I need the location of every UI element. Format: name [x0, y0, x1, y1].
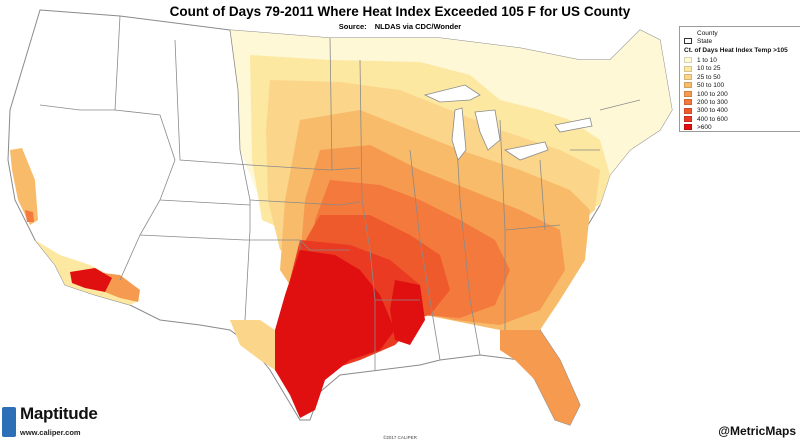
legend-class-row: 100 to 200: [684, 90, 728, 99]
region-over-600-delta: [390, 280, 425, 345]
map-title: Count of Days 79-2011 Where Heat Index E…: [169, 4, 631, 19]
legend-class-label: 10 to 25: [697, 65, 721, 73]
legend-class-row: 400 to 600: [684, 115, 728, 124]
legend-class-row: >600: [684, 123, 712, 132]
legend-state-label: State: [697, 38, 713, 45]
legend-swatch: [684, 116, 692, 123]
legend-county-row: County: [684, 29, 718, 38]
legend-class-label: >600: [697, 124, 712, 132]
legend-class-label: 200 to 300: [697, 99, 728, 106]
logo-name: Maptitude: [20, 404, 98, 423]
legend-swatch: [684, 124, 692, 131]
region-ca-valley: [10, 148, 38, 225]
state-swatch: [684, 38, 692, 45]
region-ca-valley-dark: [25, 210, 34, 222]
legend-class-label: 100 to 200: [697, 90, 728, 98]
legend-swatch: [684, 82, 692, 89]
source-value: NLDAS via CDC/Wonder: [374, 22, 462, 31]
source-label: Source:: [338, 22, 367, 31]
legend-swatch: [684, 65, 692, 72]
legend-swatch: [684, 90, 692, 97]
county-swatch: [684, 30, 692, 37]
legend-class-label: 300 to 400: [697, 107, 728, 115]
maptitude-logo: Maptitude www.caliper.com: [2, 404, 132, 444]
region-over-600: [275, 250, 395, 418]
legend-swatch: [684, 99, 692, 106]
legend-class-row: 300 to 400: [684, 106, 728, 115]
region-florida: [500, 330, 580, 425]
region-sw-red: [70, 268, 112, 292]
legend-swatch: [684, 57, 692, 64]
legend-class-row: 25 to 50: [684, 73, 721, 82]
legend-county-label: County: [697, 30, 718, 37]
state-borders: [39, 15, 641, 370]
legend-swatch: [684, 107, 692, 114]
map-legend: County State Ct. of Days Heat Index Temp…: [679, 26, 800, 132]
heat-regions: [10, 30, 672, 425]
legend-class-row: 200 to 300: [684, 98, 728, 107]
legend-swatch: [684, 74, 692, 81]
twitter-handle: @MetricMaps: [718, 424, 796, 438]
legend-class-label: 1 to 10: [697, 57, 717, 64]
logo-url: www.caliper.com: [20, 428, 81, 437]
legend-theme-title: Ct. of Days Heat Index Temp >105: [684, 47, 788, 54]
legend-class-label: 25 to 50: [697, 73, 721, 81]
legend-class-label: 50 to 100: [697, 82, 725, 90]
copyright: ©2017 CALIPER: [383, 435, 417, 440]
legend-class-row: 10 to 25: [684, 64, 721, 73]
legend-class-row: 1 to 10: [684, 56, 717, 65]
map-source: Source: NLDAS via CDC/Wonder: [0, 22, 800, 31]
maptitude-logo-icon: [2, 407, 16, 437]
region-tx-fringe: [230, 320, 275, 370]
legend-class-row: 50 to 100: [684, 81, 724, 90]
great-lakes: [423, 84, 593, 161]
legend-class-label: 400 to 600: [697, 115, 728, 123]
legend-state-row: State: [684, 37, 712, 46]
